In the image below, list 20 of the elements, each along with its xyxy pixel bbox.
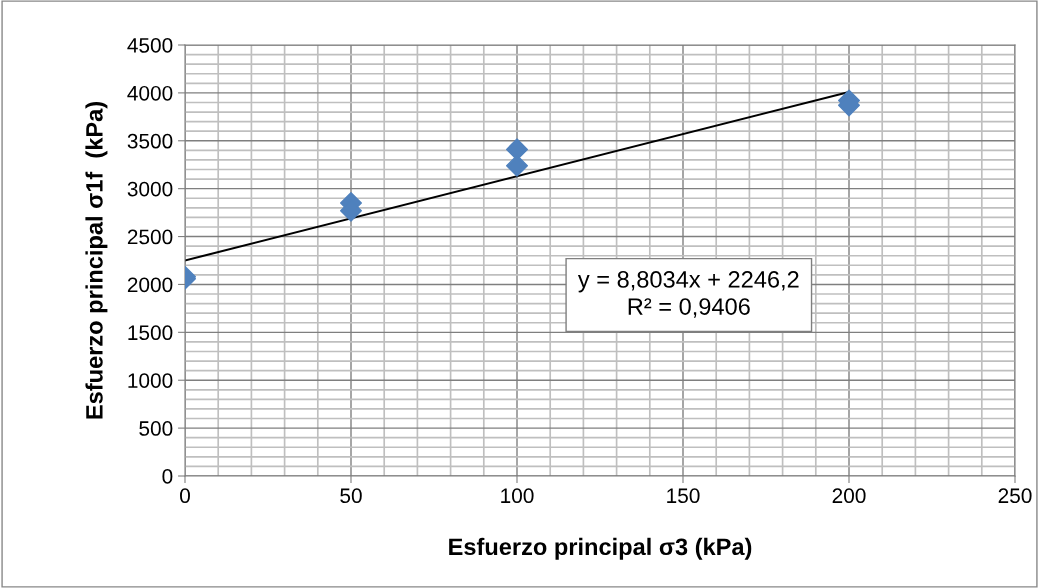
x-tick-label: 150 bbox=[667, 488, 700, 504]
annotation: y = 8,8034x + 2246,2 R² = 0,9406 bbox=[577, 271, 799, 318]
y-tick-label: 3000 bbox=[127, 181, 173, 197]
y-tick-label: 4000 bbox=[127, 85, 173, 101]
y-tick-label: 500 bbox=[139, 421, 173, 436]
y-tick-label: 2500 bbox=[127, 229, 173, 245]
x-axis-title: Esfuerzo principal σ3 (kPa) bbox=[449, 537, 752, 560]
x-tick-label: 0 bbox=[180, 488, 190, 504]
y-tick-label: 4500 bbox=[127, 38, 173, 53]
y-axis-title: Esfuerzo principal σ1f (kPa) bbox=[85, 102, 108, 419]
y-tick-label: 2000 bbox=[127, 277, 173, 293]
x-tick-label: 100 bbox=[501, 488, 534, 504]
x-tick-label: 50 bbox=[340, 488, 362, 504]
x-tick-label: 250 bbox=[998, 488, 1032, 504]
y-tick-label: 1500 bbox=[128, 325, 173, 341]
y-tick-label: 3500 bbox=[127, 133, 173, 149]
x-tick-label: 200 bbox=[832, 488, 866, 504]
point bbox=[506, 154, 528, 177]
y-tick-label: 1000 bbox=[128, 373, 173, 388]
y-tick-label: 0 bbox=[162, 469, 173, 484]
